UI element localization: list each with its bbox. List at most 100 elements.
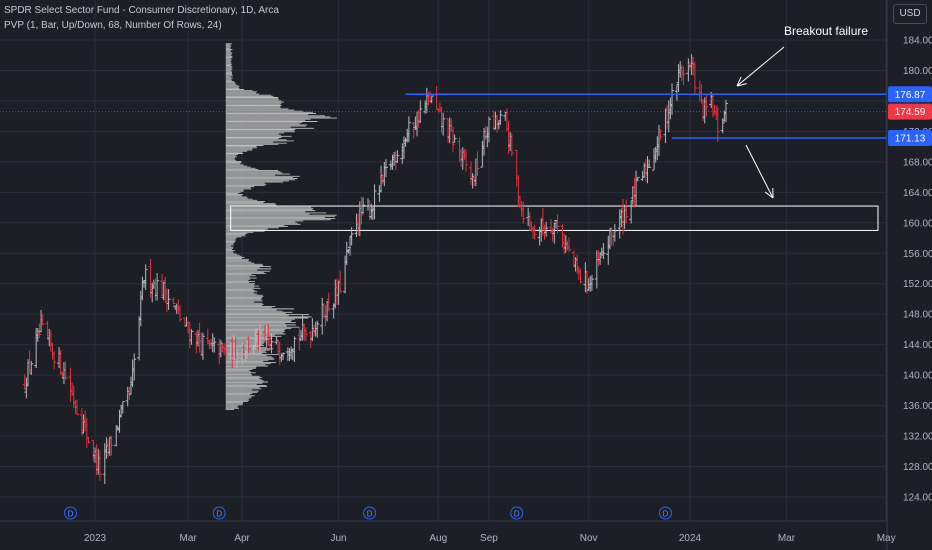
price-bar [670,83,675,115]
price-bar [612,224,617,242]
indicator-legend[interactable]: PVP (1, Bar, Up/Down, 68, Number Of Rows… [4,20,222,31]
price-labels: 176.87 174.59 171.13 [888,86,932,147]
y-tick-label: 160.00 [903,218,932,229]
price-bar [166,289,171,310]
price-bar [114,425,119,447]
price-bar [155,273,160,301]
price-bar [258,323,263,354]
price-bar [246,336,251,354]
price-bar [63,361,68,380]
y-tick-label: 144.00 [903,340,932,351]
price-bar [200,332,205,360]
price-bar [338,270,343,294]
price-bar [578,268,583,284]
price-bar [658,129,663,141]
price-bar [441,112,446,136]
dividend-circle [212,506,226,520]
price-bar [361,197,366,214]
price-bar [624,199,629,224]
price-bar [178,305,182,322]
price-bar [383,159,388,178]
y-tick-label: 128.00 [903,462,932,473]
dividend-label: D [216,510,222,519]
x-tick-label: Sep [480,533,498,544]
annotation-arrow [736,46,785,87]
dividend-marker: D [63,506,77,520]
price-bar [544,221,549,237]
price-bar [29,360,34,376]
y-tick-label: 140.00 [903,371,932,382]
price-bar [475,151,480,176]
price-bar [723,99,728,123]
price-bar [189,329,194,345]
projection-arrow [745,144,774,199]
price-bars [22,54,728,485]
price-bar [509,133,514,157]
dividend-marker: D [363,506,377,520]
price-bar [555,214,560,234]
currency-button[interactable]: USD [893,4,927,24]
price-bar [274,336,279,345]
price-bar [532,224,537,240]
x-tick-label: Nov [580,533,598,544]
price-bar [86,437,91,444]
price-label-box [888,103,932,120]
price-bar [450,126,455,153]
dividend-label: D [68,510,74,519]
dividend-label: D [367,510,373,519]
price-bar [359,196,364,225]
price-bar [601,243,606,260]
y-tick-label: 180.00 [903,66,932,77]
price-bar [635,176,640,182]
dividend-circle [63,506,77,520]
price-bar [647,159,652,168]
level-lines [0,93,901,139]
dividend-circle [363,506,377,520]
price-label-box [888,86,932,103]
price-bar [223,344,228,355]
arrow-layer [736,46,785,199]
dividend-label: D [663,510,669,519]
y-tick-label: 132.00 [903,432,932,443]
price-label-text: 174.59 [895,107,926,118]
price-bar [349,227,354,246]
y-tick-label: 148.00 [903,310,932,321]
price-bar [326,292,331,312]
x-tick-label: Jun [330,533,346,544]
price-bar [452,134,457,143]
x-tick-label: May [877,533,896,544]
y-tick-label: 164.00 [903,188,932,199]
volume-profile [225,43,337,410]
time-axis [0,521,887,550]
price-bar [406,116,411,143]
price-label-text: 176.87 [895,90,926,101]
x-tick-label: Mar [778,533,796,544]
x-tick-label: Aug [429,533,447,544]
x-tick-label: Apr [234,533,250,544]
x-tick-label: 2024 [679,533,702,544]
price-bar [143,264,148,290]
price-bar [171,297,176,305]
arrow-head [764,191,774,199]
x-tick-label: Mar [180,533,198,544]
price-bar [372,184,377,220]
price-bar [681,66,686,85]
price-bar [97,450,102,481]
arrow-shaft [736,46,785,87]
y-tick-label: 124.00 [903,493,932,504]
arrow-shaft [745,144,774,199]
price-bar [464,149,469,172]
y-tick-label: 184.00 [903,36,932,47]
price-bar [109,435,114,456]
price-bar [303,327,308,341]
price-label-text: 171.13 [895,134,926,145]
annotation-text: Breakout failure [784,24,869,38]
price-bar [120,401,125,414]
price-bar [429,95,434,104]
price-bar [498,110,503,125]
price-bar [589,274,594,291]
